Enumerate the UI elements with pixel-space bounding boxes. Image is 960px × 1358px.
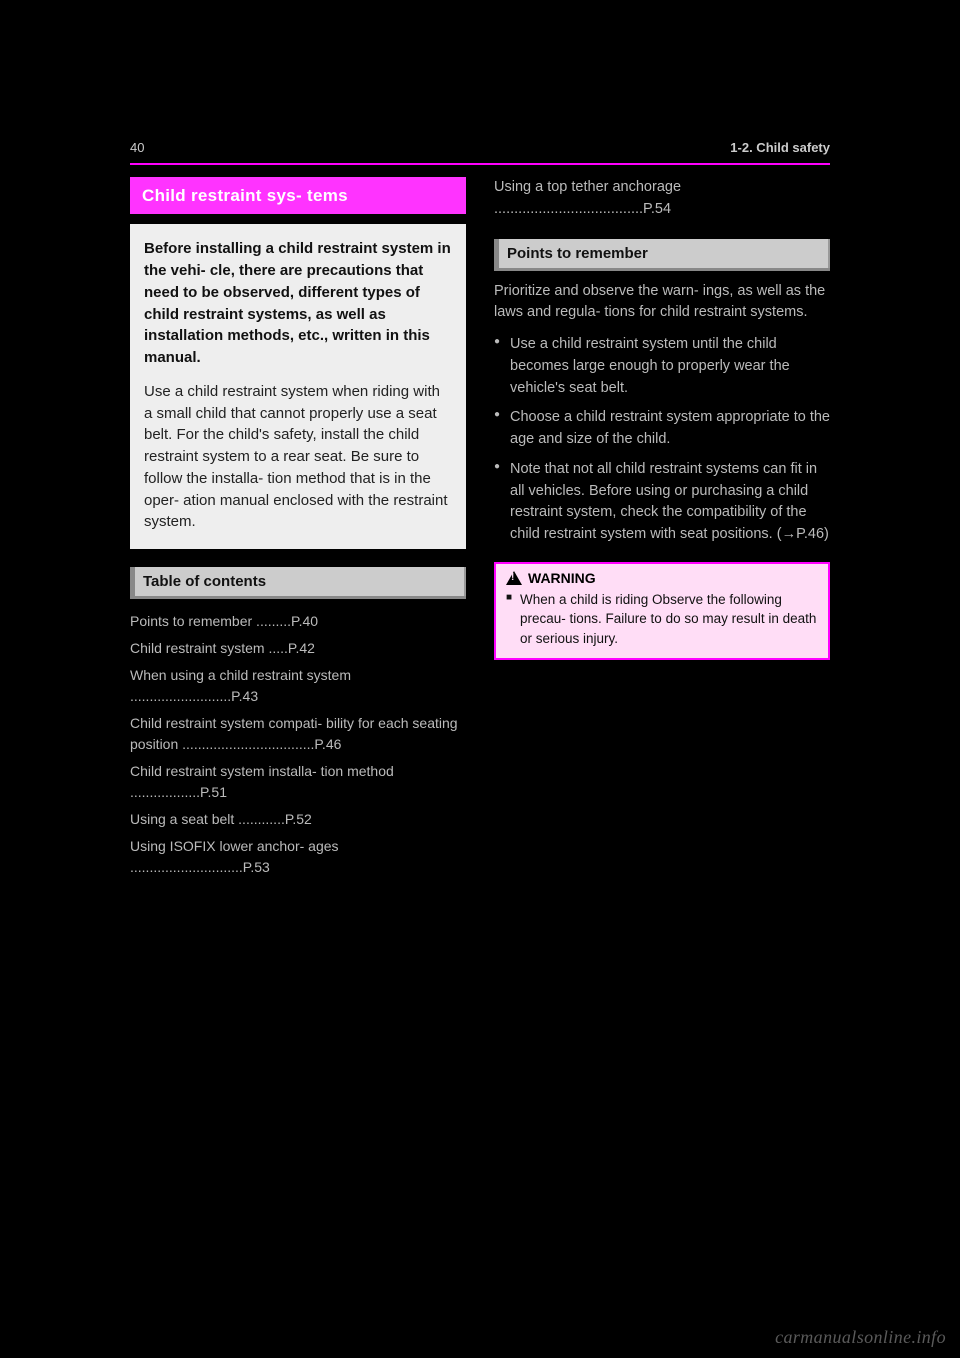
points-heading: Points to remember bbox=[494, 239, 830, 271]
warning-header: WARNING bbox=[506, 570, 818, 586]
header-rule bbox=[130, 163, 830, 165]
toc-item: Using ISOFIX lower anchor- ages ........… bbox=[130, 834, 466, 882]
warning-icon bbox=[506, 571, 522, 585]
toc-item: Child restraint system .....P.42 bbox=[130, 636, 466, 663]
toc-item: When using a child restraint system ....… bbox=[130, 663, 466, 711]
point-item: Choose a child restraint system appropri… bbox=[494, 407, 830, 451]
points-list: Use a child restraint system until the c… bbox=[494, 334, 830, 546]
intro-bold-text: Before installing a child restraint syst… bbox=[144, 238, 452, 369]
page-number: 40 bbox=[130, 140, 144, 155]
manual-page: 40 1-2. Child safety Child restraint sys… bbox=[130, 140, 830, 882]
two-column-layout: Child restraint sys- tems Before install… bbox=[130, 177, 830, 882]
section-title-box: Child restraint sys- tems bbox=[130, 177, 466, 214]
toc-item: Child restraint system compati- bility f… bbox=[130, 711, 466, 759]
watermark: carmanualsonline.info bbox=[775, 1327, 946, 1348]
left-column: Child restraint sys- tems Before install… bbox=[130, 177, 466, 882]
page-header: 40 1-2. Child safety bbox=[130, 140, 830, 155]
points-intro: Prioritize and observe the warn- ings, a… bbox=[494, 281, 830, 325]
toc-item: Using a seat belt ............P.52 bbox=[130, 807, 466, 834]
toc-item: Points to remember .........P.40 bbox=[130, 609, 466, 636]
intro-body-text: Use a child restraint system when riding… bbox=[144, 381, 452, 533]
point-item: Note that not all child restraint system… bbox=[494, 459, 830, 546]
warning-box: WARNING When a child is riding Observe t… bbox=[494, 562, 830, 661]
section-title-text: Child restraint sys- tems bbox=[142, 186, 348, 205]
toc-continued: Using a top tether anchorage ...........… bbox=[494, 177, 830, 221]
toc-item: Child restraint system installa- tion me… bbox=[130, 759, 466, 807]
intro-box: Before installing a child restraint syst… bbox=[130, 224, 466, 549]
chapter-label: 1-2. Child safety bbox=[730, 140, 830, 155]
warning-body: When a child is riding Observe the follo… bbox=[506, 590, 818, 649]
right-column: Using a top tether anchorage ...........… bbox=[494, 177, 830, 882]
toc-list: Points to remember .........P.40 Child r… bbox=[130, 609, 466, 882]
table-of-contents-heading: Table of contents bbox=[130, 567, 466, 599]
point-item: Use a child restraint system until the c… bbox=[494, 334, 830, 399]
warning-label: WARNING bbox=[528, 570, 596, 586]
